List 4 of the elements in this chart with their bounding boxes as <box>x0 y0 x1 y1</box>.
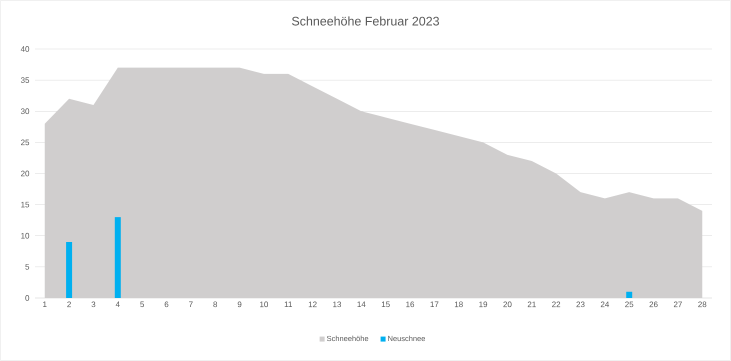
chart-title: Schneehöhe Februar 2023 <box>292 16 439 26</box>
bar <box>114 217 121 298</box>
bar <box>66 242 72 298</box>
bar <box>626 292 632 298</box>
